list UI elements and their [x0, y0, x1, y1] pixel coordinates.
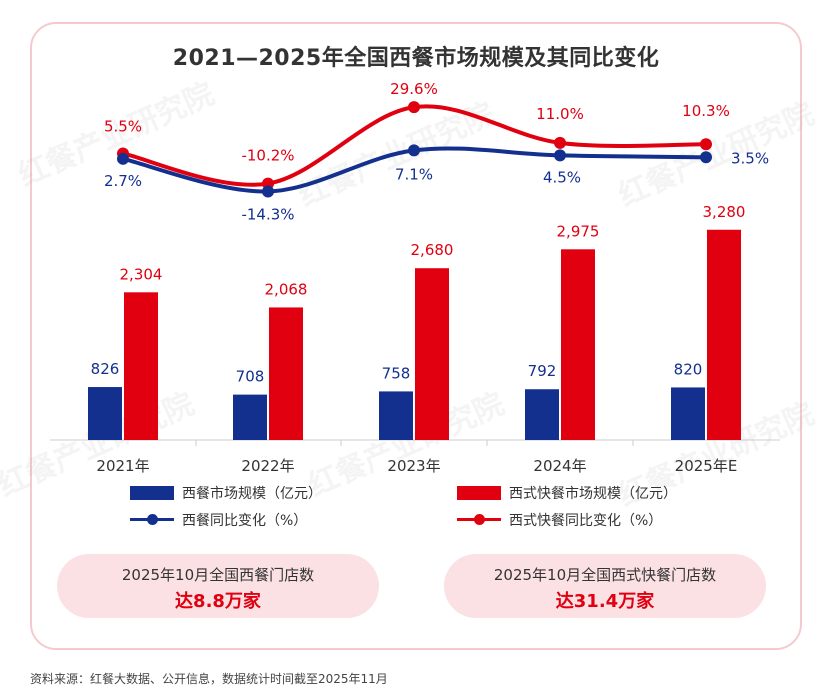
line-point [117, 152, 129, 165]
legend-swatch [457, 513, 501, 527]
legend-label: 西餐同比变化（%） [182, 513, 308, 529]
line-data-label: 29.6% [390, 80, 438, 98]
legend-label: 西餐市场规模（亿元） [182, 486, 322, 502]
line-data-label: 11.0% [536, 105, 584, 123]
x-tick-label: 2021年 [96, 457, 149, 475]
legend-item-western-yoy: 西餐同比变化（%） [130, 510, 307, 530]
line-point [408, 101, 420, 114]
bar [233, 394, 267, 440]
x-tick-label: 2025年E [675, 457, 738, 475]
line-point [262, 185, 274, 198]
bar-data-label: 2,680 [411, 241, 454, 259]
bar [525, 389, 559, 440]
bar-data-label: 758 [382, 364, 411, 382]
legend-swatch [130, 513, 174, 527]
callout-label: 2025年10月全国西餐门店数 [121, 566, 315, 584]
x-tick-label: 2022年 [241, 457, 294, 475]
bar [269, 307, 303, 440]
bar-data-label: 2,975 [557, 222, 600, 240]
line-data-label: 4.5% [543, 168, 581, 186]
bar-data-label: 826 [91, 360, 120, 378]
bar [707, 229, 741, 440]
line-data-label: 7.1% [395, 165, 433, 183]
line-point [700, 151, 712, 164]
bar [379, 391, 413, 440]
legend-item-fastfood-yoy: 西式快餐同比变化（%） [457, 510, 662, 530]
legend-item-western-size: 西餐市场规模（亿元） [130, 483, 322, 503]
bar [415, 268, 449, 440]
callout-value: 达31.4万家 [555, 591, 655, 612]
line-data-label: -10.2% [241, 147, 294, 165]
callout-western-stores: 2025年10月全国西餐门店数 达8.8万家 [57, 554, 379, 618]
line-point [554, 149, 566, 162]
callout-value: 达8.8万家 [175, 591, 261, 612]
line-point [554, 136, 566, 149]
bar-data-label: 820 [674, 360, 703, 378]
bar [124, 292, 158, 440]
line-point [700, 138, 712, 151]
bar-data-label: 3,280 [703, 203, 746, 221]
x-tick-label: 2023年 [387, 457, 440, 475]
callout-label: 2025年10月全国西式快餐门店数 [493, 566, 717, 584]
bar-data-label: 708 [236, 368, 265, 386]
bar-data-label: 792 [528, 362, 557, 380]
source-note: 资料来源：红餐大数据、公开信息，数据统计时间截至2025年11月 [30, 672, 388, 686]
bar [561, 249, 595, 440]
legend-label: 西式快餐同比变化（%） [509, 513, 663, 529]
x-tick-label: 2024年 [533, 457, 586, 475]
bar [88, 387, 122, 440]
line-data-label: 5.5% [104, 117, 142, 135]
line-data-label: 3.5% [731, 149, 769, 167]
legend-swatch [457, 486, 501, 500]
bar-data-label: 2,304 [120, 265, 163, 283]
line-data-label: 10.3% [682, 102, 730, 120]
chart-title: 2021—2025年全国西餐市场规模及其同比变化 [172, 46, 660, 71]
legend-label: 西式快餐市场规模（亿元） [509, 486, 677, 502]
line-data-label: 2.7% [104, 172, 142, 190]
bar-data-label: 2,068 [265, 280, 308, 298]
line-point [408, 144, 420, 157]
legend-item-fastfood-size: 西式快餐市场规模（亿元） [457, 483, 677, 503]
bar [671, 387, 705, 440]
callout-fastfood-stores: 2025年10月全国西式快餐门店数 达31.4万家 [444, 554, 766, 618]
legend-swatch [130, 486, 174, 500]
line-data-label: -14.3% [241, 205, 294, 223]
